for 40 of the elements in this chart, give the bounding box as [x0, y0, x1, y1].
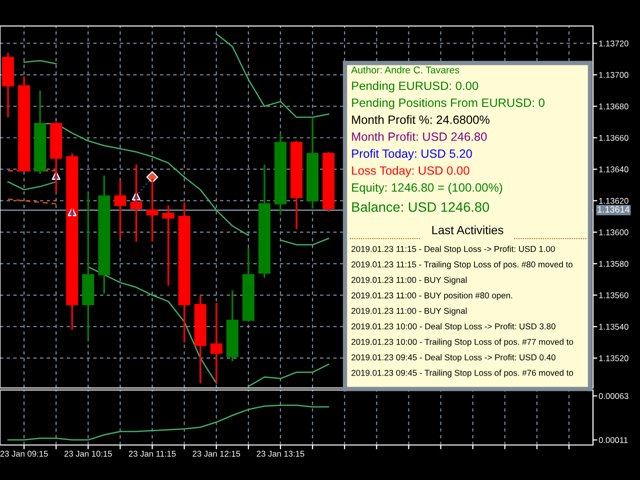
annotation: 2019.01.23 11:00 - BUY position #80 open. [352, 292, 512, 300]
annotation: 2019.01.23 10:00 - Trailing Stop Loss of pos. #77 moved to [352, 338, 574, 347]
annotation: Loss Today: USD 0.00 [352, 166, 470, 178]
annotation: 2019.01.23 11:00 - BUY Signal [352, 308, 467, 316]
ref-line-label: 1.13614 [598, 206, 630, 213]
annotation: Pending Positions From EURUSD: 0 [352, 98, 544, 110]
x-tick-label: 23 Jan 13:15 [256, 450, 304, 457]
annotation: 2019.01.23 11:15 - Deal Stop Loss -> Profit: USD 1.00 [352, 246, 555, 254]
y-tick-label: 1.13520 [599, 355, 628, 362]
annotation: Month Profit: USD 246.80 [352, 132, 487, 141]
y-tick-label: 1.13640 [599, 166, 628, 172]
annotation: Equity: 1246.80 = (100.00%) [352, 182, 502, 194]
annotation: Balance: USD 1246.80 [352, 202, 490, 212]
x-tick-label: 23 Jan 10:15 [64, 450, 112, 457]
annotation: Pending EURUSD: 0.00 [352, 81, 478, 92]
y-tick-label: 1.13700 [599, 72, 628, 78]
y-tick-label: 1.13720 [599, 40, 628, 46]
annotation: Profit Today: USD 5.20 [352, 149, 472, 160]
y-tick-label: 0.00011 [598, 437, 628, 444]
y-tick-label: 1.13580 [599, 260, 628, 267]
annotation: Author: Andre C. Tavares [351, 66, 460, 74]
annotation: 2019.01.23 09:45 - Deal Stop Loss -> Profit: USD 0.40 [352, 354, 556, 362]
x-tick-label: 23 Jan 11:15 [128, 450, 176, 457]
y-tick-label: 0.00063 [598, 393, 628, 400]
y-tick-label: 1.13540 [599, 324, 628, 330]
annotation: 2019.01.23 10:00 - Deal Stop Loss -> Profit: USD 3.80 [352, 323, 556, 332]
annotation: 2019.01.23 11:15 - Trailing Stop Loss of pos. #80 moved to [352, 261, 572, 270]
x-tick-label: 23 Jan 12:15 [192, 450, 240, 457]
annotation: 2019.01.23 09:45 - Trailing Stop Loss of pos. #76 moved to [352, 370, 574, 378]
line-series [7, 404, 330, 441]
text: Last Activities [432, 226, 504, 234]
y-tick-label: 1.13600 [599, 229, 628, 236]
y-tick-label: 1.13680 [599, 103, 628, 110]
annotation: 2019.01.23 11:00 - BUY Signal [352, 276, 467, 285]
y-tick-label: 1.13560 [599, 292, 628, 298]
x-tick-label: 23 Jan 09:15 [0, 450, 48, 457]
y-tick-label: 1.13660 [599, 134, 628, 141]
y-tick-label: 1.13620 [599, 198, 628, 204]
annotation: Month Profit %: 24.6800% [352, 115, 490, 124]
candlestick [162, 204, 174, 287]
